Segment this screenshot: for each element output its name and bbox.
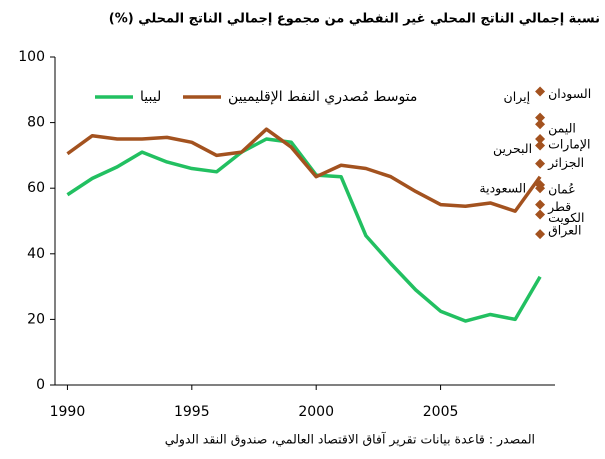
country-marker bbox=[535, 158, 546, 169]
y-tick-label: 0 bbox=[36, 377, 45, 393]
x-tick-label: 2000 bbox=[298, 404, 334, 420]
country-label: قطر bbox=[547, 199, 571, 215]
chart-title: نسبة إجمالي الناتج المحلي غير النفطي من … bbox=[109, 12, 600, 27]
x-tick-label: 2005 bbox=[423, 404, 459, 420]
x-tick-label: 1995 bbox=[174, 404, 210, 420]
country-marker bbox=[535, 229, 546, 240]
country-marker bbox=[535, 119, 546, 130]
country-label: عُمان bbox=[548, 182, 576, 197]
country-label: اليمن bbox=[548, 121, 576, 137]
country-label: السعودية bbox=[479, 180, 526, 196]
country-marker bbox=[535, 140, 546, 151]
legend-label: ليبيا bbox=[140, 89, 161, 105]
y-tick-label: 100 bbox=[18, 49, 45, 65]
country-marker bbox=[535, 209, 546, 220]
y-tick-label: 80 bbox=[27, 115, 45, 131]
source-note: المصدر : قاعدة بيانات تقرير آفاق الاقتصا… bbox=[165, 432, 535, 448]
country-marker bbox=[535, 86, 546, 97]
series-line bbox=[66, 137, 542, 323]
country-label: البحرين bbox=[493, 141, 532, 157]
country-label: الإمارات bbox=[548, 137, 590, 153]
country-label: السودان bbox=[548, 86, 591, 102]
country-label: العراق bbox=[548, 223, 581, 239]
y-tick-label: 40 bbox=[27, 246, 45, 262]
country-label: الكويت bbox=[548, 210, 584, 226]
country-marker bbox=[535, 134, 546, 144]
country-label: الجزائر bbox=[547, 155, 584, 171]
y-tick-label: 60 bbox=[27, 180, 45, 196]
country-marker bbox=[535, 179, 546, 190]
legend-label: متوسط مُصدري النفط الإقليميين bbox=[228, 89, 417, 105]
y-tick-label: 20 bbox=[27, 311, 45, 327]
x-tick-label: 1990 bbox=[50, 404, 86, 420]
country-marker bbox=[535, 199, 546, 210]
series-line bbox=[66, 127, 542, 213]
country-marker bbox=[535, 112, 546, 123]
country-label: إيران bbox=[504, 89, 531, 105]
